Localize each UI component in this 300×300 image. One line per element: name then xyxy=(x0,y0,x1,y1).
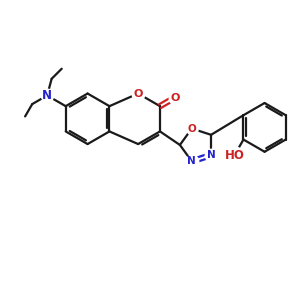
Text: N: N xyxy=(42,89,52,102)
Text: O: O xyxy=(134,88,143,98)
Text: N: N xyxy=(188,156,196,166)
Text: HO: HO xyxy=(225,148,244,161)
Text: N: N xyxy=(207,150,215,160)
Text: O: O xyxy=(188,124,196,134)
Text: O: O xyxy=(170,92,180,103)
